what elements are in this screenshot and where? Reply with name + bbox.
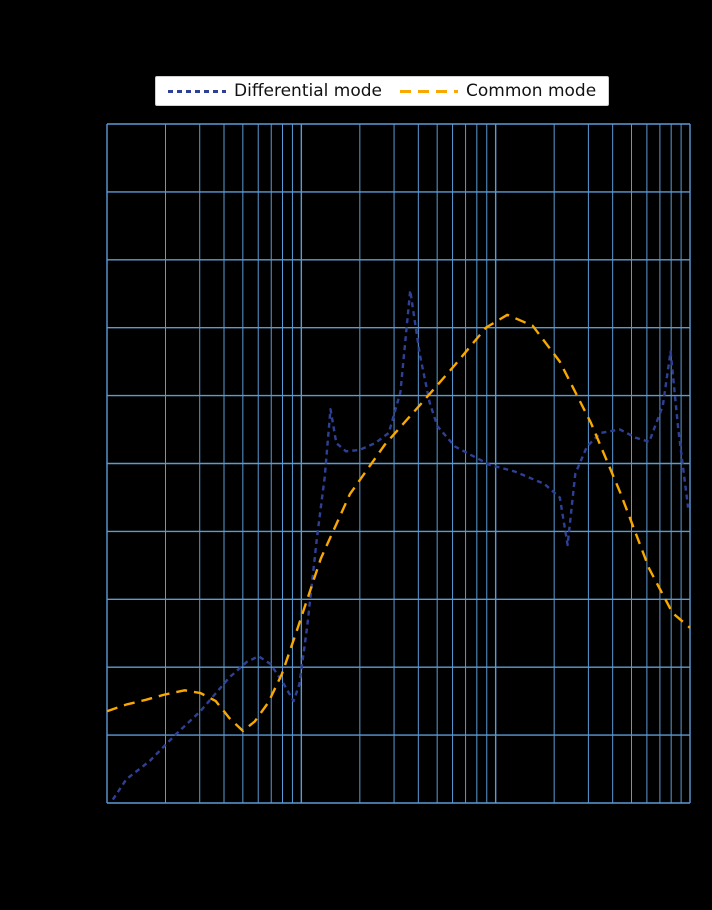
- legend-label-common: Common mode: [465, 80, 597, 101]
- differential-dashed-line-icon: [168, 89, 226, 93]
- legend-item-common: Common mode: [399, 80, 597, 101]
- legend-item-differential: Differential mode: [168, 80, 382, 101]
- chart-legend: Differential mode Common mode: [155, 76, 610, 106]
- chart-plot-area: [106, 123, 691, 804]
- common-dashed-line-icon: [399, 89, 458, 93]
- legend-label-differential: Differential mode: [234, 80, 382, 101]
